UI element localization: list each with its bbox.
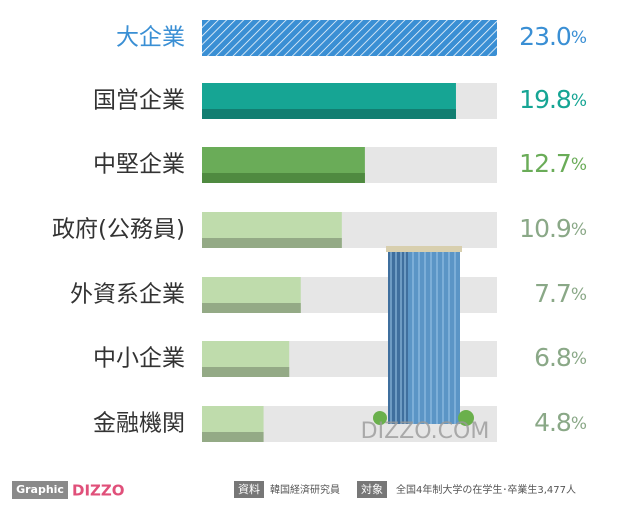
source: 韓国経済研究員 <box>270 483 340 496</box>
building <box>373 246 474 426</box>
value-label: 10.9% <box>519 214 587 243</box>
source-tag: 資料 <box>238 482 260 496</box>
target: 全国4年制大学の在学生･卒業生3,477人 <box>396 483 576 496</box>
bar-shade <box>202 367 290 377</box>
category-label: 金融機関 <box>93 411 185 437</box>
category-label: 大企業 <box>116 25 185 51</box>
category-label: 政府(公務員) <box>52 217 185 243</box>
value-label: 6.8% <box>534 343 587 372</box>
brand-box <box>12 481 68 499</box>
watermark: DIZZO.COM <box>361 419 490 444</box>
bar <box>202 20 497 56</box>
category-label: 国営企業 <box>93 88 185 114</box>
value-label: 4.8% <box>534 408 587 437</box>
bar-shade <box>202 432 264 442</box>
bar-shade <box>202 109 456 119</box>
target-tag-box <box>357 481 387 498</box>
bar-shade <box>202 303 301 313</box>
category-label: 中堅企業 <box>93 152 185 178</box>
target-tag: 対象 <box>361 482 383 496</box>
value-label: 19.8% <box>519 85 587 114</box>
bar-shade <box>202 238 342 248</box>
bars: 大企業 23.0% 国営企業 19.8% 中堅企業 12.7% 政府(公務員) 10.9% 外資… <box>52 20 588 442</box>
bar-shade <box>202 173 365 183</box>
value-label: 23.0% <box>519 22 587 51</box>
logo: DIZZO <box>72 482 125 500</box>
value-label: 12.7% <box>519 149 587 178</box>
category-label: 中小企業 <box>93 346 185 372</box>
value-label: 7.7% <box>534 279 587 308</box>
category-label: 外資系企業 <box>70 282 185 308</box>
brand: Graphic <box>16 483 64 496</box>
source-tag-box <box>234 481 264 498</box>
